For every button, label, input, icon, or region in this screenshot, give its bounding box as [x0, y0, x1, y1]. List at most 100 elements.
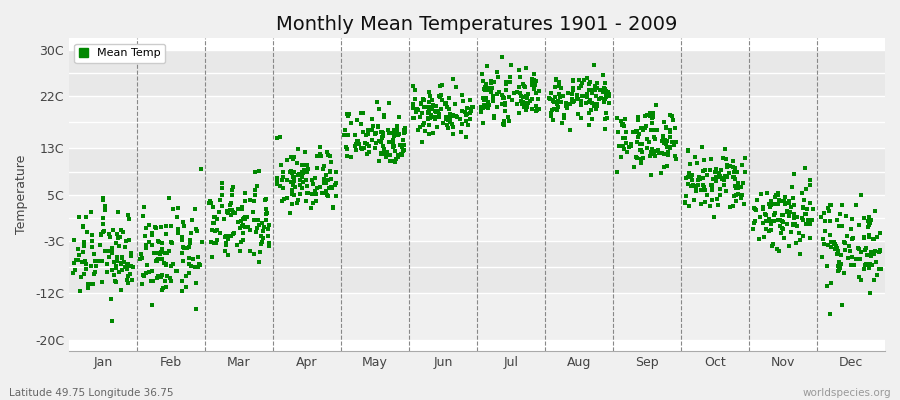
Point — [698, 187, 712, 194]
Point — [498, 102, 512, 108]
Point — [231, 219, 246, 225]
Point — [850, 256, 864, 263]
Point — [529, 108, 544, 114]
Point — [154, 274, 168, 280]
Point — [391, 152, 405, 158]
Point — [597, 98, 611, 105]
Point — [73, 288, 87, 294]
Point — [563, 126, 578, 133]
Point — [797, 165, 812, 172]
Point — [176, 245, 191, 251]
Point — [221, 236, 236, 242]
Point — [406, 100, 420, 107]
Point — [643, 110, 657, 116]
Point — [690, 160, 705, 166]
Point — [781, 243, 796, 249]
Point — [857, 215, 871, 221]
Point — [92, 258, 106, 264]
Point — [193, 262, 207, 268]
Point — [619, 140, 634, 146]
Point — [561, 90, 575, 96]
Point — [822, 208, 836, 214]
Point — [824, 202, 838, 208]
Point — [320, 177, 335, 184]
Point — [582, 122, 597, 128]
Point — [551, 104, 565, 110]
Point — [106, 272, 121, 278]
Point — [636, 127, 651, 134]
Point — [857, 265, 871, 272]
Point — [716, 177, 731, 184]
Point — [752, 236, 766, 242]
Point — [718, 146, 733, 152]
Point — [182, 270, 196, 276]
Point — [734, 192, 749, 198]
Point — [212, 230, 227, 236]
Point — [693, 176, 707, 182]
Point — [421, 131, 436, 138]
Point — [832, 223, 847, 229]
Point — [703, 167, 717, 173]
Point — [222, 233, 237, 240]
Point — [774, 230, 788, 237]
Point — [778, 201, 792, 207]
Point — [861, 218, 876, 225]
Point — [759, 225, 773, 232]
Point — [324, 184, 338, 190]
Point — [436, 120, 450, 126]
Point — [668, 152, 682, 159]
Point — [220, 208, 235, 214]
Point — [76, 271, 91, 278]
Point — [857, 235, 871, 241]
Point — [590, 101, 605, 107]
Point — [581, 99, 596, 105]
Point — [390, 130, 404, 136]
Point — [354, 121, 368, 127]
Point — [764, 226, 778, 233]
Point — [123, 263, 138, 269]
Point — [105, 245, 120, 251]
Point — [654, 138, 669, 144]
Point — [874, 266, 888, 272]
Point — [252, 258, 266, 265]
Point — [642, 139, 656, 145]
Point — [853, 277, 868, 283]
Point — [175, 250, 189, 256]
Point — [647, 151, 662, 157]
Point — [873, 247, 887, 253]
Point — [702, 203, 716, 210]
Point — [824, 280, 838, 286]
Point — [301, 162, 315, 168]
Point — [454, 120, 469, 127]
Point — [824, 238, 839, 245]
Point — [727, 169, 742, 176]
Point — [428, 108, 443, 115]
Point — [849, 256, 863, 262]
Point — [784, 229, 798, 236]
Point — [629, 128, 643, 135]
Point — [775, 212, 789, 218]
Point — [638, 124, 652, 131]
Point — [845, 236, 859, 242]
Point — [754, 191, 769, 197]
Point — [237, 215, 251, 221]
Point — [796, 233, 810, 239]
Point — [95, 195, 110, 201]
Point — [456, 97, 471, 104]
Point — [138, 233, 152, 240]
Point — [428, 103, 443, 109]
Point — [728, 191, 742, 198]
Point — [435, 82, 449, 88]
Point — [109, 263, 123, 270]
Point — [234, 238, 248, 245]
Point — [793, 251, 807, 257]
Point — [689, 184, 704, 191]
Point — [96, 228, 111, 234]
Point — [520, 104, 535, 110]
Point — [498, 100, 512, 106]
Point — [79, 266, 94, 272]
Point — [833, 252, 848, 258]
Point — [455, 92, 470, 98]
Point — [151, 238, 166, 244]
Point — [731, 180, 745, 186]
